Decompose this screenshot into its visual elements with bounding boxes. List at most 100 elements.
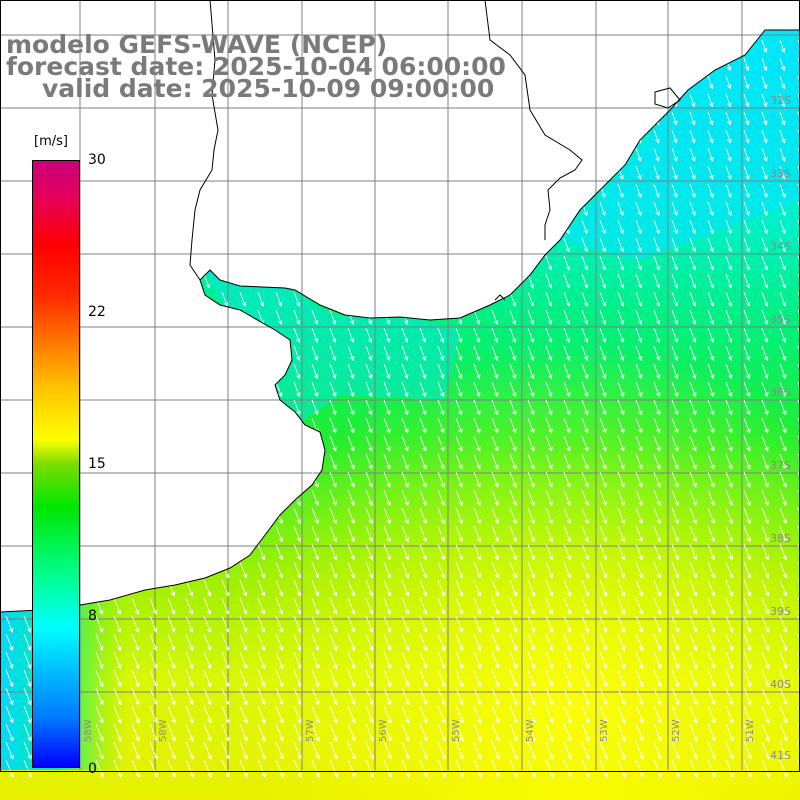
wind-arrow xyxy=(491,705,500,724)
wind-arrow xyxy=(725,597,734,615)
wind-arrow xyxy=(779,489,787,507)
wind-arrow xyxy=(653,417,661,434)
wind-arrow xyxy=(545,561,554,579)
wind-arrow xyxy=(761,39,768,54)
wind-arrow xyxy=(581,471,589,488)
wind-arrow xyxy=(221,705,230,724)
wind-arrow xyxy=(149,741,158,760)
wind-arrow xyxy=(311,525,319,543)
wind-arrow xyxy=(203,669,212,688)
wind-arrow xyxy=(419,453,427,470)
wind-arrow xyxy=(797,93,800,105)
wind-arrow xyxy=(779,291,787,307)
wind-arrow xyxy=(725,363,733,380)
wind-arrow xyxy=(545,633,554,651)
wind-arrow xyxy=(491,435,499,452)
wind-arrow xyxy=(743,741,752,760)
wind-arrow xyxy=(653,381,661,398)
wind-arrow xyxy=(671,309,679,325)
wind-arrow xyxy=(707,255,715,271)
wind-arrow xyxy=(779,759,788,778)
wind-arrow xyxy=(527,759,536,778)
wind-arrow xyxy=(617,471,625,488)
wind-arrow xyxy=(653,723,662,742)
wind-arrow xyxy=(329,435,337,452)
wind-arrow xyxy=(545,759,554,778)
wind-arrow xyxy=(527,327,535,343)
wind-arrow xyxy=(653,183,660,199)
lon-label: 52W xyxy=(671,719,682,742)
wind-arrow xyxy=(563,633,572,651)
wind-arrow xyxy=(761,453,769,470)
wind-arrow xyxy=(617,291,625,307)
wind-arrow xyxy=(221,741,230,760)
wind-arrow xyxy=(275,525,283,543)
wind-arrow xyxy=(635,723,644,742)
wind-arrow xyxy=(257,633,266,651)
wind-arrow xyxy=(797,327,800,340)
wind-arrow xyxy=(347,597,356,615)
wind-arrow xyxy=(653,489,661,507)
wind-arrow xyxy=(455,417,463,434)
wind-arrow xyxy=(707,705,716,724)
wind-arrow xyxy=(275,741,284,760)
wind-arrow xyxy=(581,381,589,398)
wind-arrow xyxy=(635,507,643,525)
wind-arrow xyxy=(491,759,500,778)
wind-arrow xyxy=(437,345,445,362)
wind-arrow xyxy=(653,291,661,307)
wind-arrow xyxy=(491,345,499,362)
wind-arrow xyxy=(797,453,800,461)
wind-arrow xyxy=(365,327,373,343)
wind-arrow xyxy=(545,597,554,615)
wind-arrow xyxy=(491,687,500,706)
wind-arrow xyxy=(329,471,337,488)
wind-arrow xyxy=(545,381,553,398)
wind-arrow xyxy=(707,489,715,507)
wind-arrow xyxy=(527,435,535,452)
wind-arrow xyxy=(797,507,800,515)
wind-arrow xyxy=(419,687,428,706)
wind-arrow xyxy=(185,741,194,760)
wind-arrow xyxy=(365,453,373,470)
wind-arrow xyxy=(275,651,284,670)
wind-arrow xyxy=(473,417,481,434)
colorbar-tick: 8 xyxy=(88,608,97,624)
wind-arrow xyxy=(689,183,696,199)
wind-arrow xyxy=(653,759,662,778)
wind-arrow xyxy=(419,399,427,416)
wind-arrow xyxy=(671,147,678,162)
wind-arrow xyxy=(95,759,104,778)
wind-arrow xyxy=(563,561,572,579)
wind-arrow xyxy=(797,111,800,124)
wind-arrow xyxy=(329,561,338,579)
wind-arrow xyxy=(725,291,733,307)
wind-arrow xyxy=(239,687,248,706)
wind-arrow xyxy=(329,651,338,670)
wind-arrow xyxy=(221,759,230,778)
wind-arrow xyxy=(383,489,391,507)
wind-arrow xyxy=(401,633,410,651)
wind-arrow xyxy=(419,525,427,543)
wind-arrow xyxy=(617,327,625,343)
wind-arrow xyxy=(671,363,679,380)
wind-arrow xyxy=(671,633,680,651)
wind-arrow xyxy=(239,615,248,633)
wind-arrow xyxy=(383,687,392,706)
wind-arrow xyxy=(437,723,446,742)
wind-arrow xyxy=(383,705,392,724)
wind-arrow xyxy=(473,309,481,325)
wind-arrow xyxy=(761,615,770,633)
wind-arrow xyxy=(563,453,571,470)
wind-arrow xyxy=(689,579,698,597)
wind-arrow xyxy=(131,723,140,742)
wind-arrow xyxy=(599,615,608,633)
wind-arrow xyxy=(455,453,463,470)
wind-arrow xyxy=(761,705,770,724)
wind-arrow xyxy=(167,651,176,670)
wind-arrow xyxy=(509,471,517,488)
wind-arrow xyxy=(275,615,284,633)
wind-arrow xyxy=(743,651,752,670)
wind-arrow xyxy=(275,579,284,597)
wind-arrow xyxy=(581,525,589,543)
